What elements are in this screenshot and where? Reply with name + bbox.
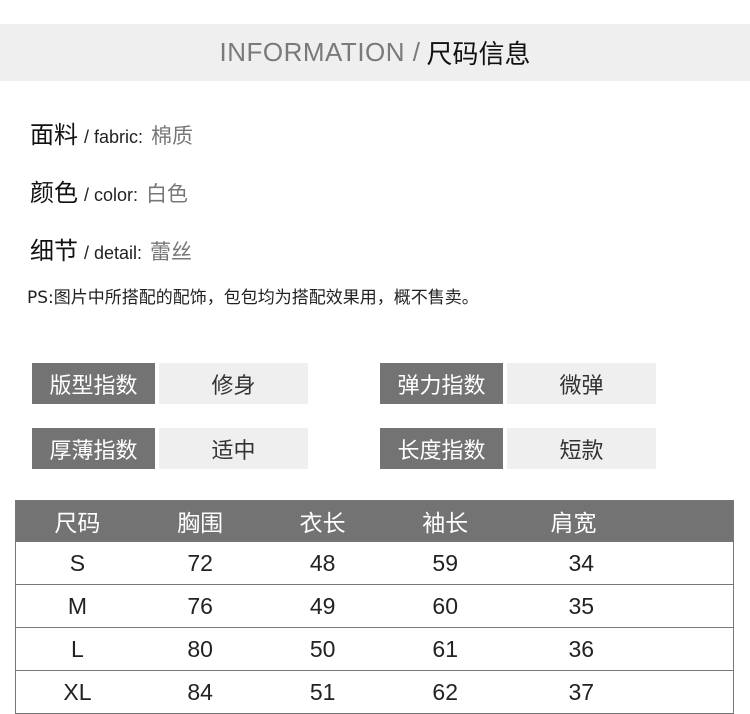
table-cell: 37 <box>506 670 734 714</box>
table-cell: S <box>15 541 139 585</box>
table-cell: 59 <box>383 541 507 585</box>
table-cell: 49 <box>261 584 384 628</box>
table-cell: 72 <box>138 541 262 585</box>
attr-value: 棉质 <box>151 124 194 148</box>
attr-en: / color: <box>84 185 139 205</box>
table-cell: 62 <box>383 670 507 714</box>
table-cell: 84 <box>138 670 262 714</box>
attr-en: / detail: <box>84 243 143 263</box>
table-cell: L <box>15 627 139 671</box>
col-header: 尺码 <box>15 500 139 542</box>
index-fit: 版型指数 修身 <box>32 363 308 404</box>
col-header: 袖长 <box>383 500 507 542</box>
table-cell: 60 <box>383 584 507 628</box>
table-header-row: 尺码 胸围 衣长 袖长 肩宽 <box>15 500 734 542</box>
attr-fabric: 面料 / fabric: 棉质 <box>30 115 193 150</box>
table-cell: 50 <box>261 627 384 671</box>
col-header: 胸围 <box>138 500 262 542</box>
index-thickness: 厚薄指数 适中 <box>32 428 308 469</box>
table-row: L 80 50 61 36 <box>15 627 734 671</box>
note-text: PS:图片中所搭配的配饰，包包均为搭配效果用，概不售卖。 <box>27 288 479 308</box>
table-cell: 51 <box>261 670 384 714</box>
attr-label: 颜色 <box>30 179 78 207</box>
table-row: S 72 48 59 34 <box>15 541 734 585</box>
index-label: 弹力指数 <box>380 363 503 404</box>
table-cell: 35 <box>506 584 734 628</box>
table-cell: 34 <box>506 541 734 585</box>
index-label: 版型指数 <box>32 363 155 404</box>
attr-label: 面料 <box>30 121 78 149</box>
header-title-en: INFORMATION / <box>219 37 421 67</box>
index-elasticity: 弹力指数 微弹 <box>380 363 656 404</box>
index-label: 厚薄指数 <box>32 428 155 469</box>
index-value: 短款 <box>507 428 656 469</box>
table-row: M 76 49 60 35 <box>15 584 734 628</box>
attr-label: 细节 <box>30 237 78 265</box>
table-cell: XL <box>15 670 139 714</box>
header-title-cn: 尺码信息 <box>426 40 531 70</box>
table-cell: 48 <box>261 541 384 585</box>
table-cell: 80 <box>138 627 262 671</box>
col-header: 肩宽 <box>506 500 734 542</box>
attr-value: 蕾丝 <box>150 240 193 264</box>
table-cell: M <box>15 584 139 628</box>
col-header: 衣长 <box>261 500 384 542</box>
table-cell: 36 <box>506 627 734 671</box>
size-table: 尺码 胸围 衣长 袖长 肩宽 S 72 48 59 34 M 76 49 60 35 L 80 50 61… <box>15 500 734 714</box>
index-value: 修身 <box>159 363 308 404</box>
attr-en: / fabric: <box>84 127 144 147</box>
table-row: XL 84 51 62 37 <box>15 670 734 714</box>
table-cell: 76 <box>138 584 262 628</box>
index-value: 微弹 <box>507 363 656 404</box>
attr-value: 白色 <box>146 182 189 206</box>
info-header: INFORMATION / 尺码信息 <box>0 24 750 81</box>
table-cell: 61 <box>383 627 507 671</box>
attr-detail: 细节 / detail: 蕾丝 <box>30 231 192 266</box>
index-length: 长度指数 短款 <box>380 428 656 469</box>
index-label: 长度指数 <box>380 428 503 469</box>
index-value: 适中 <box>159 428 308 469</box>
attr-color: 颜色 / color: 白色 <box>30 173 188 208</box>
